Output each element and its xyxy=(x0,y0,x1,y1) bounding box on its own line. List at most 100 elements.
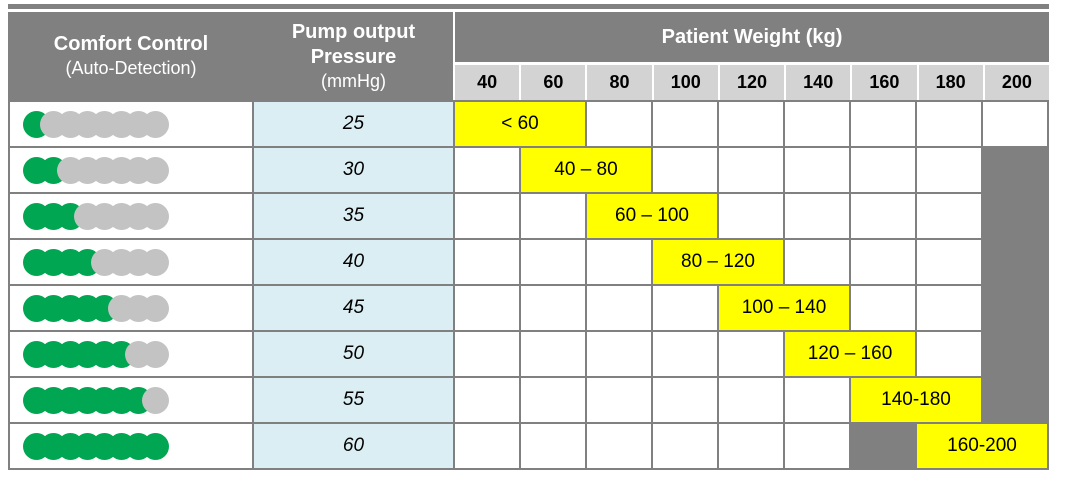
weight-cell-empty xyxy=(785,378,849,422)
pressure-header-unit: (mmHg) xyxy=(321,70,386,91)
comfort-dots-indicator xyxy=(10,286,252,330)
weight-cell-empty xyxy=(455,286,519,330)
pressure-value: 55 xyxy=(254,378,453,422)
weight-range-cell: 120 – 160 xyxy=(785,332,915,376)
weight-column-header: 200 xyxy=(984,65,1049,100)
weight-range-cell: 40 – 80 xyxy=(521,148,651,192)
patient-weight-header-block: Patient Weight (kg) 40 60 80 100 120 140… xyxy=(455,12,1049,100)
pressure-value: 35 xyxy=(254,194,453,238)
weight-column-header: 180 xyxy=(918,65,983,100)
weight-cell-empty xyxy=(521,286,585,330)
comfort-dots-indicator xyxy=(10,102,252,146)
weight-cell-empty xyxy=(653,286,717,330)
comfort-dot-inactive xyxy=(142,386,169,414)
weight-cell-empty xyxy=(521,240,585,284)
weight-columns-row: 40 60 80 100 120 140 160 180 200 xyxy=(455,65,1049,100)
weight-column-header: 120 xyxy=(719,65,785,100)
weight-cell-empty xyxy=(785,148,849,192)
comfort-dot-inactive xyxy=(142,294,169,322)
weight-cell-empty xyxy=(521,424,585,468)
table-row: 50 120 – 160 xyxy=(10,332,1047,376)
weight-cell-empty xyxy=(587,378,651,422)
pressure-value: 30 xyxy=(254,148,453,192)
weight-cell-empty xyxy=(917,148,981,192)
top-divider xyxy=(8,4,1049,9)
comfort-dot-active xyxy=(142,432,169,460)
weight-cell-empty xyxy=(719,148,783,192)
pressure-header-line1: Pump output xyxy=(291,20,416,43)
weight-cell-empty xyxy=(455,424,519,468)
weight-column-header: 40 xyxy=(455,65,520,100)
weight-cell-empty xyxy=(917,102,981,146)
weight-cell-empty xyxy=(587,240,651,284)
weight-cell-empty xyxy=(917,332,981,376)
weight-cell-empty xyxy=(917,240,981,284)
table-row: 30 40 – 80 xyxy=(10,148,1047,192)
weight-cell-empty xyxy=(851,240,915,284)
weight-cell-empty xyxy=(521,332,585,376)
comfort-dot-inactive xyxy=(142,248,169,276)
comfort-control-title: Comfort Control xyxy=(53,33,209,56)
comfort-dots-indicator xyxy=(10,378,252,422)
weight-cell-empty xyxy=(521,378,585,422)
weight-range-cell: 100 – 140 xyxy=(719,286,849,330)
comfort-dots-indicator xyxy=(10,194,252,238)
comfort-dots-indicator xyxy=(10,148,252,192)
comfort-dot-inactive xyxy=(142,340,169,368)
comfort-dot-inactive xyxy=(142,110,169,138)
weight-cell-empty xyxy=(785,240,849,284)
weight-range-cell: 140-180 xyxy=(851,378,981,422)
weight-range-cell: 80 – 120 xyxy=(653,240,783,284)
weight-cell-empty xyxy=(917,194,981,238)
weight-cell-empty xyxy=(851,194,915,238)
weight-cell-empty xyxy=(785,424,849,468)
table-row: 55 140-180 xyxy=(10,378,1047,422)
comfort-dots-indicator xyxy=(10,240,252,284)
weight-column-header: 160 xyxy=(852,65,917,100)
weight-cell-empty xyxy=(785,102,849,146)
table-row: 25 < 60 xyxy=(10,102,1047,146)
weight-cell-empty xyxy=(653,148,717,192)
weight-cell-empty xyxy=(653,332,717,376)
weight-cell-empty xyxy=(719,102,783,146)
weight-range-cell: 160-200 xyxy=(917,424,1047,468)
comfort-dots-indicator xyxy=(10,332,252,376)
weight-cell-empty xyxy=(917,286,981,330)
comfort-control-header: Comfort Control (Auto-Detection) xyxy=(8,12,254,100)
patient-weight-title: Patient Weight (kg) xyxy=(455,12,1049,62)
weight-cell-empty xyxy=(785,194,849,238)
weight-column-header: 100 xyxy=(653,65,718,100)
weight-cell-empty xyxy=(587,424,651,468)
comfort-dot-inactive xyxy=(142,156,169,184)
weight-column-header: 60 xyxy=(521,65,586,100)
pump-output-pressure-header: Pump output Pressure (mmHg) xyxy=(254,12,453,100)
weight-cell-empty xyxy=(851,102,915,146)
weight-column-header: 140 xyxy=(786,65,851,100)
pressure-value: 25 xyxy=(254,102,453,146)
pressure-value: 45 xyxy=(254,286,453,330)
weight-cell-empty xyxy=(587,102,651,146)
table-header: Comfort Control (Auto-Detection) Pump ou… xyxy=(8,12,1049,100)
weight-cell-empty xyxy=(653,102,717,146)
weight-cell-empty xyxy=(455,194,519,238)
weight-cell-empty xyxy=(455,332,519,376)
weight-cell-empty xyxy=(719,194,783,238)
comfort-dots-indicator xyxy=(10,424,252,468)
weight-range-cell: < 60 xyxy=(455,102,585,146)
pressure-value: 50 xyxy=(254,332,453,376)
weight-cell-empty xyxy=(851,286,915,330)
table-row: 60 160-200 xyxy=(10,424,1047,468)
weight-column-header: 80 xyxy=(587,65,652,100)
weight-cell-empty xyxy=(719,424,783,468)
weight-cell-empty xyxy=(983,102,1047,146)
weight-cell-empty xyxy=(719,332,783,376)
pressure-value: 40 xyxy=(254,240,453,284)
comfort-control-subtitle: (Auto-Detection) xyxy=(65,58,197,79)
pressure-header-line2: Pressure xyxy=(310,45,397,68)
comfort-dot-inactive xyxy=(142,202,169,230)
table-row: 35 60 – 100 xyxy=(10,194,1047,238)
weight-cell-empty xyxy=(851,148,915,192)
pressure-value: 60 xyxy=(254,424,453,468)
weight-cell-empty xyxy=(587,286,651,330)
weight-cell-empty xyxy=(719,378,783,422)
